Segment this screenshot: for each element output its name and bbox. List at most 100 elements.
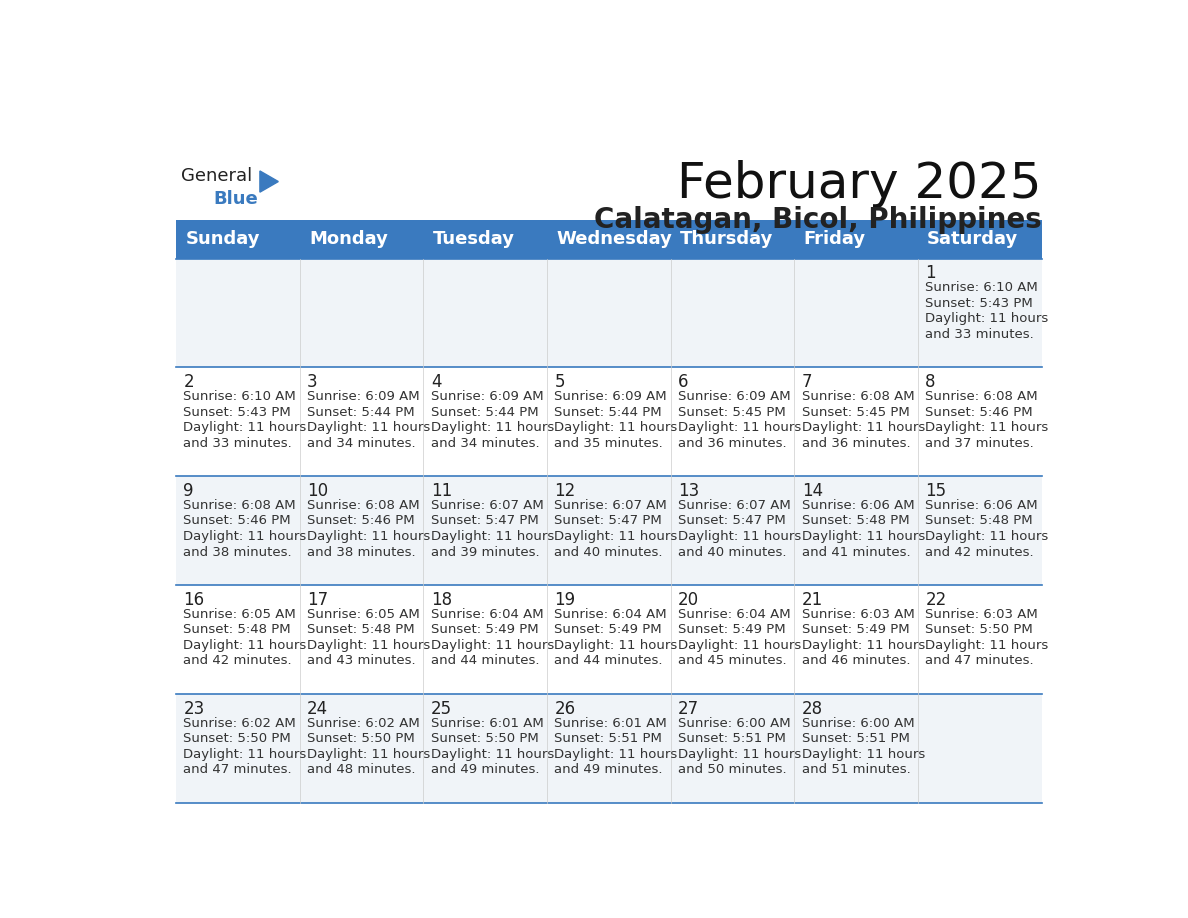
Text: and 48 minutes.: and 48 minutes. xyxy=(308,763,416,777)
Text: Sunset: 5:50 PM: Sunset: 5:50 PM xyxy=(925,623,1034,636)
Text: and 34 minutes.: and 34 minutes. xyxy=(308,437,416,450)
Bar xyxy=(671,259,795,367)
Bar xyxy=(423,259,546,367)
Bar xyxy=(918,367,1042,476)
Text: Sunrise: 6:08 AM: Sunrise: 6:08 AM xyxy=(802,390,915,403)
Bar xyxy=(546,367,671,476)
Text: 20: 20 xyxy=(678,591,700,609)
Text: Sunset: 5:48 PM: Sunset: 5:48 PM xyxy=(308,623,415,636)
Text: Daylight: 11 hours: Daylight: 11 hours xyxy=(308,421,430,434)
Text: and 49 minutes.: and 49 minutes. xyxy=(431,763,539,777)
Bar xyxy=(795,259,918,367)
Bar xyxy=(176,219,299,259)
Bar xyxy=(671,476,795,585)
Text: 15: 15 xyxy=(925,482,947,500)
Text: Sunset: 5:44 PM: Sunset: 5:44 PM xyxy=(431,406,538,419)
Text: February 2025: February 2025 xyxy=(677,160,1042,207)
Text: Daylight: 11 hours: Daylight: 11 hours xyxy=(555,421,677,434)
Text: Wednesday: Wednesday xyxy=(556,230,672,248)
Bar xyxy=(423,476,546,585)
Bar xyxy=(176,367,299,476)
Text: Calatagan, Bicol, Philippines: Calatagan, Bicol, Philippines xyxy=(594,206,1042,233)
Bar xyxy=(299,259,423,367)
Bar xyxy=(176,259,299,367)
Text: and 33 minutes.: and 33 minutes. xyxy=(925,328,1034,341)
Text: 5: 5 xyxy=(555,373,565,391)
Text: Sunrise: 6:10 AM: Sunrise: 6:10 AM xyxy=(183,390,296,403)
Bar xyxy=(299,219,423,259)
Text: Sunrise: 6:08 AM: Sunrise: 6:08 AM xyxy=(183,498,296,512)
Bar xyxy=(423,585,546,694)
Text: Tuesday: Tuesday xyxy=(432,230,514,248)
Text: Sunset: 5:51 PM: Sunset: 5:51 PM xyxy=(678,733,786,745)
Text: Sunset: 5:45 PM: Sunset: 5:45 PM xyxy=(802,406,910,419)
Text: 19: 19 xyxy=(555,591,575,609)
Text: Daylight: 11 hours: Daylight: 11 hours xyxy=(431,421,554,434)
Text: Daylight: 11 hours: Daylight: 11 hours xyxy=(431,639,554,652)
Text: and 37 minutes.: and 37 minutes. xyxy=(925,437,1034,450)
Text: Sunset: 5:47 PM: Sunset: 5:47 PM xyxy=(431,514,538,528)
Bar xyxy=(423,367,546,476)
Text: Sunrise: 6:06 AM: Sunrise: 6:06 AM xyxy=(925,498,1038,512)
Bar xyxy=(918,476,1042,585)
Text: 6: 6 xyxy=(678,373,689,391)
Bar xyxy=(918,259,1042,367)
Text: Sunset: 5:50 PM: Sunset: 5:50 PM xyxy=(308,733,415,745)
Text: 16: 16 xyxy=(183,591,204,609)
Text: Sunset: 5:49 PM: Sunset: 5:49 PM xyxy=(678,623,785,636)
Bar xyxy=(795,367,918,476)
Bar xyxy=(176,694,299,803)
Text: Saturday: Saturday xyxy=(927,230,1018,248)
Text: 26: 26 xyxy=(555,700,575,718)
Bar xyxy=(671,219,795,259)
Text: Sunset: 5:46 PM: Sunset: 5:46 PM xyxy=(308,514,415,528)
Text: Daylight: 11 hours: Daylight: 11 hours xyxy=(183,639,307,652)
Text: Sunrise: 6:09 AM: Sunrise: 6:09 AM xyxy=(431,390,543,403)
Text: Daylight: 11 hours: Daylight: 11 hours xyxy=(925,639,1049,652)
Text: Monday: Monday xyxy=(309,230,387,248)
Text: and 36 minutes.: and 36 minutes. xyxy=(802,437,910,450)
Text: Sunset: 5:45 PM: Sunset: 5:45 PM xyxy=(678,406,785,419)
Text: Daylight: 11 hours: Daylight: 11 hours xyxy=(183,421,307,434)
Text: Thursday: Thursday xyxy=(680,230,773,248)
Text: Sunset: 5:49 PM: Sunset: 5:49 PM xyxy=(802,623,909,636)
Text: Sunrise: 6:04 AM: Sunrise: 6:04 AM xyxy=(678,608,791,621)
Text: Sunset: 5:51 PM: Sunset: 5:51 PM xyxy=(802,733,910,745)
Text: 13: 13 xyxy=(678,482,700,500)
Text: Sunset: 5:44 PM: Sunset: 5:44 PM xyxy=(308,406,415,419)
Text: Sunrise: 6:04 AM: Sunrise: 6:04 AM xyxy=(431,608,543,621)
Polygon shape xyxy=(260,171,278,192)
Text: Sunrise: 6:09 AM: Sunrise: 6:09 AM xyxy=(678,390,791,403)
Text: and 33 minutes.: and 33 minutes. xyxy=(183,437,292,450)
Bar xyxy=(671,367,795,476)
Text: Daylight: 11 hours: Daylight: 11 hours xyxy=(678,421,801,434)
Text: Daylight: 11 hours: Daylight: 11 hours xyxy=(925,530,1049,543)
Text: and 47 minutes.: and 47 minutes. xyxy=(925,655,1034,667)
Text: Sunrise: 6:09 AM: Sunrise: 6:09 AM xyxy=(555,390,666,403)
Text: Sunrise: 6:02 AM: Sunrise: 6:02 AM xyxy=(183,717,296,730)
Text: Daylight: 11 hours: Daylight: 11 hours xyxy=(431,530,554,543)
Text: Sunset: 5:50 PM: Sunset: 5:50 PM xyxy=(431,733,538,745)
Text: and 36 minutes.: and 36 minutes. xyxy=(678,437,786,450)
Text: Sunrise: 6:07 AM: Sunrise: 6:07 AM xyxy=(431,498,544,512)
Text: Daylight: 11 hours: Daylight: 11 hours xyxy=(678,530,801,543)
Text: Sunrise: 6:03 AM: Sunrise: 6:03 AM xyxy=(802,608,915,621)
Text: Daylight: 11 hours: Daylight: 11 hours xyxy=(678,639,801,652)
Bar xyxy=(299,585,423,694)
Text: 7: 7 xyxy=(802,373,813,391)
Text: and 39 minutes.: and 39 minutes. xyxy=(431,545,539,558)
Text: 23: 23 xyxy=(183,700,204,718)
Bar xyxy=(546,476,671,585)
Bar xyxy=(918,585,1042,694)
Text: and 35 minutes.: and 35 minutes. xyxy=(555,437,663,450)
Text: Daylight: 11 hours: Daylight: 11 hours xyxy=(802,748,925,761)
Text: General: General xyxy=(181,167,252,185)
Text: and 43 minutes.: and 43 minutes. xyxy=(308,655,416,667)
Text: 27: 27 xyxy=(678,700,700,718)
Text: and 50 minutes.: and 50 minutes. xyxy=(678,763,786,777)
Bar xyxy=(671,694,795,803)
Text: Sunset: 5:44 PM: Sunset: 5:44 PM xyxy=(555,406,662,419)
Bar xyxy=(423,694,546,803)
Text: Sunrise: 6:00 AM: Sunrise: 6:00 AM xyxy=(802,717,915,730)
Bar xyxy=(176,585,299,694)
